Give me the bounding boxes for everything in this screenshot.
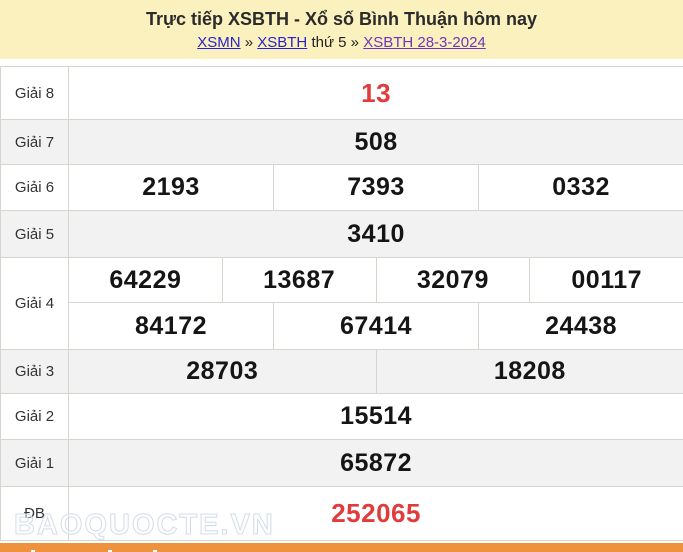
prize-row-giai-7: Giải 7 508 [0,119,683,165]
prize-label: Giải 2 [0,393,69,440]
prize-label: Giải 7 [0,119,69,165]
prize-value-cell: 13687 [221,257,377,303]
cutoff-text-mark [153,550,157,552]
prize-label: Giải 5 [0,210,69,258]
prize-value-cell: 508 [67,119,683,165]
prize-value-cell: 84172 [68,302,274,350]
prize-value-cell: 28703 [68,349,377,394]
breadcrumb-link-xsmn[interactable]: XSMN [197,34,241,51]
prize-value-cell: 13 [67,66,683,120]
prize-value-cell: 65872 [67,439,683,487]
prize-label: Giải 1 [0,439,69,487]
page-header: Trực tiếp XSBTH - Xổ số Bình Thuận hôm n… [0,0,683,59]
page-title: Trực tiếp XSBTH - Xổ số Bình Thuận hôm n… [145,9,538,29]
breadcrumb-link-date[interactable]: XSBTH 28-3-2024 [363,34,486,51]
prize-value-cell: 32079 [375,257,531,303]
prize-label: Giải 3 [0,349,69,394]
prize-label: ĐB [0,486,69,541]
prize-row-giai-8: Giải 8 13 [0,66,683,120]
cutoff-text-mark [31,550,35,552]
prize-value-cell: 3410 [67,210,683,258]
prize-row-giai-4: Giải 4 64229 13687 32079 00117 [0,257,683,350]
prize-value-cell: 2193 [68,164,274,211]
breadcrumb-link-xsbth[interactable]: XSBTH [257,34,308,51]
prize-value-cell: 00117 [529,257,683,303]
prize-value-cell: 64229 [68,257,223,303]
prize-row-giai-5: Giải 5 3410 [0,210,683,258]
prize-value-cell: 15514 [67,393,683,440]
prize-value-cell: 7393 [273,164,479,211]
prize-value-cell: 0332 [477,164,683,211]
prize-row-giai-6: Giải 6 2193 7393 0332 [0,164,683,211]
breadcrumb-weekday: thứ 5 [311,34,347,51]
prize-label: Giải 4 [0,257,69,350]
prize-value-cell: 24438 [477,302,683,350]
prize-row-giai-4-line-2: 84172 67414 24438 [1,302,683,350]
cutoff-text-mark [108,550,112,552]
prize-row-giai-2: Giải 2 15514 [0,393,683,440]
prize-label: Giải 8 [0,66,69,120]
prize-value-cell: 18208 [375,349,683,394]
results-table: Giải 8 13 Giải 7 508 Giải 6 2193 7393 03… [0,66,683,541]
prize-row-db: ĐB 252065 [0,486,683,541]
prize-value-cell: 252065 [67,486,683,541]
bottom-bar [0,543,683,552]
prize-row-giai-3: Giải 3 28703 18208 [0,349,683,394]
prize-value-cell: 67414 [273,302,479,350]
prize-label: Giải 6 [0,164,69,211]
breadcrumb-separator: » [244,34,254,51]
breadcrumb: XSMN » XSBTH thứ 5 » XSBTH 28-3-2024 [0,32,683,53]
breadcrumb-separator: » [350,34,360,51]
prize-row-giai-1: Giải 1 65872 [0,439,683,487]
